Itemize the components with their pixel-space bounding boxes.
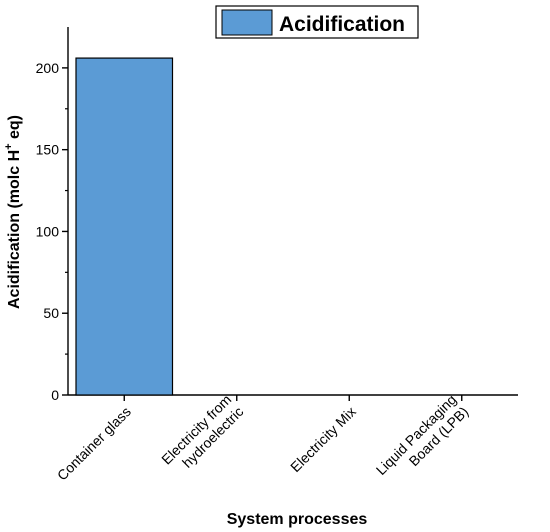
x-tick-label: Electricity fromhydroelectric <box>158 391 246 479</box>
bars <box>75 57 174 396</box>
y-tick-label: 0 <box>51 387 59 403</box>
x-tick-label: Container glass <box>54 403 134 483</box>
x-ticks <box>123 395 463 401</box>
y-tick-label: 200 <box>36 60 60 76</box>
y-axis-title-main: Acidification (molc H <box>6 150 23 309</box>
y-ticks: 0 50 100 150 200 <box>36 60 68 403</box>
y-axis-title-suffix: eq) <box>6 115 23 143</box>
x-axis-title: System processes <box>227 511 368 528</box>
x-tick-label-group: Container glass <box>54 403 134 483</box>
bar-1 <box>75 57 174 396</box>
x-tick-label-group: Electricity Mix <box>287 403 359 475</box>
x-tick-labels: Container glass Electricity fromhydroelec… <box>54 391 472 490</box>
x-tick-label: Liquid PackagingBoard (LPB) <box>373 391 472 490</box>
x-tick-label: Electricity Mix <box>287 403 359 475</box>
y-tick-label: 100 <box>36 223 60 239</box>
y-axis-title: Acidification (molc H+ eq) <box>3 115 23 309</box>
y-tick-label: 50 <box>43 305 59 321</box>
x-tick-label-group: Electricity fromhydroelectric <box>158 391 246 479</box>
x-tick-label-line: Electricity Mix <box>287 403 359 475</box>
y-tick-label: 150 <box>36 142 60 158</box>
y-axis-title-superscript: + <box>3 143 15 149</box>
x-tick-label-group: Liquid PackagingBoard (LPB) <box>373 391 472 490</box>
legend-swatch <box>221 9 273 36</box>
legend: Acidification <box>215 5 419 39</box>
legend-label: Acidification <box>279 13 405 36</box>
x-tick-label-line: Container glass <box>54 403 134 483</box>
